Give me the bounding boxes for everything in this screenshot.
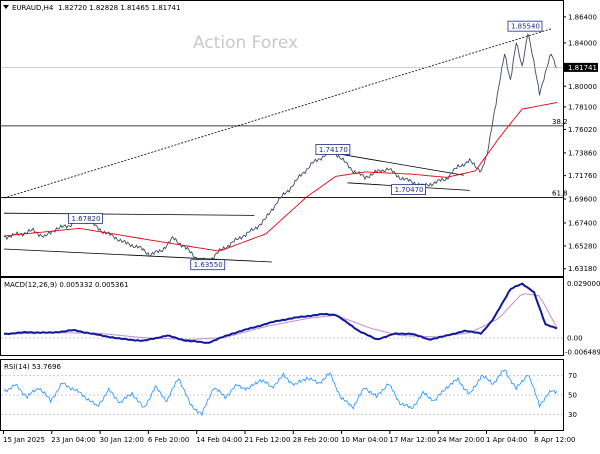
time-tick-label: 15 Jan 2025	[3, 436, 45, 444]
moving-average-series	[3, 102, 558, 252]
fib-level-label: 38.2	[552, 118, 568, 126]
price-annotations[interactable]: 1.85540 1.74170 1.70470 1.67820 1.63550	[68, 20, 543, 271]
price-annotation-text: 1.70470	[395, 186, 424, 194]
macd-signal-series	[3, 293, 558, 341]
rsi-label: RSI(14) 53.7696	[4, 363, 61, 371]
watermark: Action Forex	[193, 33, 298, 53]
price-annotation-box[interactable]	[190, 259, 226, 271]
current-price-marker	[564, 62, 598, 72]
price-tick-label: 1.78100	[568, 103, 597, 111]
price-axis: 1.86400 1.84000 1.80000 1.78100 1.76020 1.738…	[1, 13, 597, 273]
time-tick-label: 21 Feb 12:00	[245, 436, 291, 444]
time-tick-label: 23 Jan 04:00	[51, 436, 95, 444]
price-annotation-text: 1.63550	[194, 261, 223, 269]
rsi-panel-border	[0, 359, 564, 431]
price-annotation-box[interactable]	[68, 212, 103, 224]
time-tick-label: 1 Apr 04:00	[486, 436, 527, 444]
price-tick-label: 1.71760	[568, 172, 597, 180]
price-tick-label: 1.84000	[568, 39, 597, 47]
trendline[interactable]	[3, 28, 552, 199]
time-tick-label: 10 Mar 04:00	[341, 436, 388, 444]
macd-panel-border	[0, 277, 564, 356]
macd-tick-top: 0.029000	[567, 280, 600, 288]
trendline[interactable]	[3, 248, 272, 263]
time-tick-label: 8 Apr 12:00	[534, 436, 575, 444]
trendline[interactable]	[3, 212, 255, 216]
price-tick-label: 1.67400	[568, 219, 597, 227]
time-tick-label: 24 Mar 20:00	[438, 436, 485, 444]
price-annotation-box[interactable]	[507, 20, 543, 32]
price-tick-label: 1.69600	[568, 196, 597, 204]
rsi-tick-70: 70	[568, 372, 577, 380]
trendlines[interactable]	[3, 28, 552, 263]
price-tick-label: 1.63180	[568, 265, 597, 273]
fib-levels: 38.2 61.8	[1, 118, 568, 198]
price-annotation-box[interactable]	[315, 144, 351, 155]
price-annotation-text: 1.85540	[511, 23, 540, 31]
price-tick-label: 1.86400	[568, 13, 597, 21]
time-axis: 15 Jan 2025 23 Jan 04:00 30 Jan 12:00 6 Feb…	[3, 431, 575, 444]
price-tick-label: 1.80000	[568, 83, 597, 91]
collapse-triangle-icon[interactable]	[3, 5, 9, 9]
price-annotation-text: 1.67820	[71, 215, 100, 223]
rsi-tick-30: 30	[568, 411, 577, 419]
ohlc-label: 1.82720 1.82828 1.81465 1.81741	[58, 4, 180, 12]
trendline[interactable]	[329, 152, 464, 176]
fib-level-label: 61.8	[552, 189, 568, 197]
rsi-tick-50: 50	[568, 392, 577, 400]
time-tick-label: 30 Jan 12:00	[100, 436, 144, 444]
current-price-label: 1.81741	[568, 64, 597, 72]
price-series	[3, 32, 558, 264]
rsi-series	[3, 369, 558, 417]
price-annotation-text: 1.74170	[319, 146, 348, 154]
price-tick-label: 1.65280	[568, 242, 597, 250]
time-tick-label: 17 Mar 12:00	[389, 436, 436, 444]
macd-label: MACD(12,26,9) 0.005332 0.005361	[4, 281, 128, 289]
time-tick-label: 6 Feb 20:00	[148, 436, 189, 444]
price-tick-label: 1.73860	[568, 149, 597, 157]
macd-tick-zero: 0.00	[567, 335, 583, 343]
time-tick-label: 28 Feb 20:00	[293, 436, 339, 444]
macd-tick-bottom: -0.006489	[565, 348, 600, 356]
price-tick-label: 1.76020	[568, 126, 597, 134]
macd-series	[3, 282, 558, 344]
price-annotation-box[interactable]	[391, 184, 426, 196]
main-panel-border	[0, 0, 564, 277]
symbol-label: EURAUD,H4	[12, 4, 54, 12]
time-tick-label: 14 Feb 04:00	[196, 436, 242, 444]
